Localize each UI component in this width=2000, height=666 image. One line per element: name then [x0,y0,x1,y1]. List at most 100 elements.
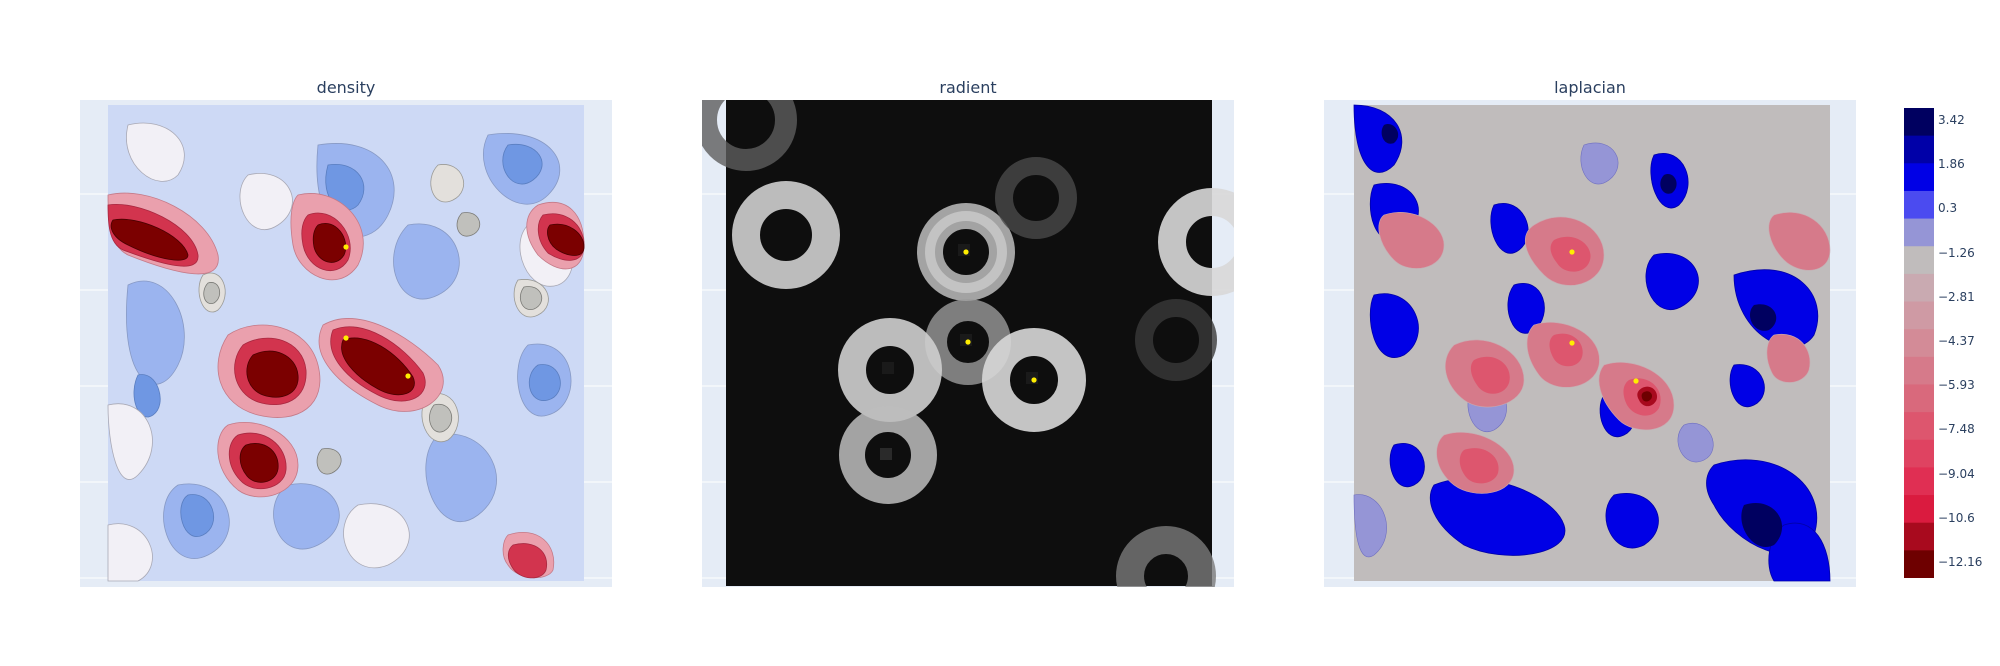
laplacian-peak-core [1459,448,1499,484]
density-peak-marker [405,373,411,379]
colorbar-swatch [1904,467,1934,496]
laplacian-min-cell [1749,304,1777,331]
laplacian-contour [1580,142,1619,185]
laplacian-peak [1768,212,1831,271]
colorbar-swatch [1904,301,1934,330]
radient-ring [925,211,1007,293]
density-peak-max [547,223,585,256]
laplacian-contour [1389,443,1425,488]
laplacian-contour [1490,203,1529,254]
laplacian-peak-marker [1569,340,1575,346]
laplacian-min-cell [1741,503,1783,547]
radient-peak-marker [963,249,969,255]
radient-ring [839,406,937,504]
colorbar-swatch [1904,356,1934,385]
colorbar-tick-label: −9.04 [1938,466,1975,481]
colorbar-swatch [1904,439,1934,468]
colorbar-tick-label: −4.37 [1938,334,1975,348]
density-peak-core [507,543,548,579]
laplacian-contour [1353,494,1387,558]
colorbar-tick-label: −1.26 [1938,245,1975,260]
density-contour [520,286,543,311]
radient-peak-marker [1031,377,1037,383]
laplacian-peak-core [1550,236,1591,272]
density-contour [126,280,185,385]
laplacian-min-cell [1381,124,1399,144]
colorbar-swatch [1904,550,1934,578]
colorbar-swatch [1904,329,1934,358]
radient-peak-marker [965,339,971,345]
colorbar-swatch [1904,495,1934,524]
laplacian-contour [1729,364,1765,408]
colorbar-swatch [1904,246,1934,275]
radient-peak-pixel [960,334,972,346]
radient-ring [995,157,1077,239]
colorbar-swatch [1904,273,1934,303]
radient-peak-pixel [880,448,892,460]
density-contour [180,494,214,537]
density-contour [425,433,497,522]
laplacian-title: laplacian [1554,78,1626,97]
density-contour [107,523,153,582]
density-heatmap [80,105,612,582]
density-contour [203,282,221,305]
laplacian-contour [1605,493,1659,549]
radient-ring [1116,526,1216,587]
radient-ring [1135,299,1217,381]
laplacian-peak [1378,212,1445,269]
laplacian-peak-core [1470,356,1510,394]
radient-peak-pixel [1026,372,1038,384]
laplacian-contour [1369,293,1419,358]
density-title: density [316,78,376,97]
density-contour [133,374,161,418]
density-contour [239,173,293,230]
density-contour [502,143,543,185]
density-peak-max [312,222,347,263]
density-contour [107,403,153,480]
radient-ring [917,203,1015,301]
density-contour [430,164,464,203]
radient-peak-pixel [882,362,894,374]
colorbar-swatch [1904,522,1934,551]
radient-peak-pixel [958,244,970,256]
radient-ring [982,328,1086,432]
radient-ring [732,181,840,289]
density-contour [456,212,481,237]
laplacian-contour [1353,104,1403,173]
density-peak-marker [343,244,349,250]
colorbar-swatch [1904,163,1934,192]
laplacian-peak [1766,333,1811,383]
density-peak-max [246,350,299,398]
laplacian-peak-core [1549,333,1583,367]
laplacian-contour [1677,422,1714,463]
density-contour [273,483,340,550]
laplacian-min-cell [1660,174,1677,194]
laplacian-peak-marker [1633,378,1639,384]
density-contour [529,364,561,401]
laplacian-contour [1733,269,1819,347]
colorbar-swatch [1904,218,1934,247]
colorbar-tick-label: −7.48 [1938,422,1975,437]
colorbar-swatch [1904,108,1934,137]
laplacian-contour [1645,253,1699,310]
density-peak-max [110,218,189,261]
colorbar-tick-label: 1.86 [1938,157,1965,172]
density-contour [316,448,342,475]
colorbar-tick-label: 3.42 [1938,113,1965,127]
colorbar-tick-label: −5.93 [1938,378,1975,393]
density-contour [126,122,185,182]
radient-ring [1158,188,1234,296]
laplacian-heatmap [1324,104,1856,582]
colorbar-swatch [1904,412,1934,441]
density-peak-max [341,337,415,396]
colorbar-tick-label: −12.16 [1938,555,1983,569]
colorbar-tick-label: −2.81 [1938,289,1975,304]
colorbar-tick-label: 0.3 [1938,201,1958,216]
colorbar-swatch [1904,135,1934,164]
density-contour [429,403,453,433]
colorbar-swatch [1904,384,1934,413]
colorbar [1904,108,1934,578]
density-contour [393,223,460,300]
colorbar-tick-label: −10.6 [1938,510,1975,525]
density-contour [343,503,410,568]
